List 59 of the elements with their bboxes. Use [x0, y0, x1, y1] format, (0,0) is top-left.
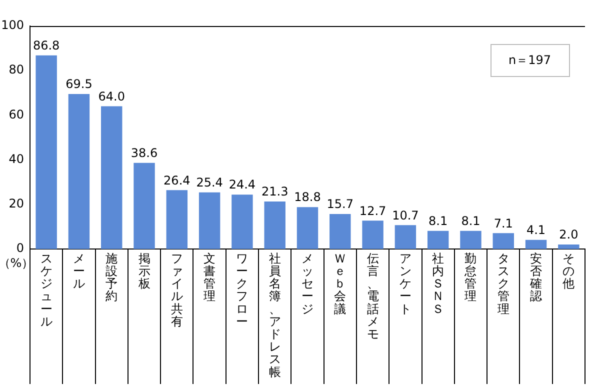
data-label: 64.0 — [98, 89, 125, 104]
data-label: 15.7 — [326, 197, 354, 212]
x-tick-label: 施設予約 — [106, 251, 118, 304]
x-tick-label: Ｗｅｂ会議 — [334, 251, 346, 316]
x-tick-label: その他 — [562, 251, 575, 291]
y-tick-label: 0 — [16, 241, 24, 256]
data-label: 69.5 — [66, 77, 92, 92]
bar — [68, 94, 90, 249]
category-label: 社員名簿、アドレス帳 — [268, 251, 281, 379]
annotation: n＝197 — [508, 53, 552, 68]
x-tick-label: 安否確認 — [529, 251, 542, 304]
bar — [525, 240, 547, 249]
bar — [558, 244, 580, 249]
bar — [264, 202, 286, 249]
data-label: 10.7 — [392, 208, 419, 222]
bar — [460, 230, 482, 249]
y-tick-label: 80 — [8, 62, 24, 77]
x-tick-label: ファイル共有 — [170, 251, 183, 328]
y-tick-label: 40 — [8, 152, 24, 166]
x-tick-label: 社内ＳＮＳ — [432, 251, 444, 316]
bar — [330, 214, 351, 249]
data-label: 12.7 — [359, 204, 386, 218]
bar — [166, 190, 188, 249]
bar — [101, 106, 122, 249]
data-label: 8.1 — [428, 214, 448, 228]
bar — [427, 230, 449, 249]
bar — [492, 233, 514, 249]
bar — [232, 194, 253, 249]
x-tick-label: ワークフロー — [236, 251, 248, 328]
data-label: 2.0 — [559, 228, 578, 242]
x-tick-label: メール — [72, 251, 85, 291]
bar — [362, 220, 384, 249]
x-tick-label: タスク管理 — [497, 251, 510, 316]
bar — [394, 225, 416, 249]
x-tick-label: 伝言、電話メモ — [366, 251, 379, 342]
y-tick-label: 20 — [8, 196, 24, 211]
y-axis-title: （%） — [0, 256, 34, 270]
data-label: 25.4 — [196, 175, 223, 190]
data-label: 38.6 — [130, 146, 158, 160]
bar — [134, 162, 155, 249]
x-tick-label: メッセージ — [302, 251, 314, 316]
x-tick-label: スケジュール — [40, 251, 52, 328]
data-label: 8.1 — [461, 214, 480, 228]
y-tick-label: 100 — [1, 18, 24, 32]
x-tick-label: 勤怠管理 — [464, 251, 477, 304]
x-tick-label: 掲示板 — [137, 251, 150, 291]
data-label: 4.1 — [526, 222, 546, 237]
data-label: 86.8 — [32, 38, 60, 53]
bar — [36, 55, 57, 249]
data-label: 24.4 — [228, 178, 256, 192]
data-label: 18.8 — [294, 190, 321, 204]
x-tick-label: 文書管理 — [204, 251, 216, 304]
data-label: 26.4 — [164, 173, 190, 188]
bar — [198, 192, 220, 249]
y-tick-label: 60 — [8, 107, 24, 122]
data-label: 21.3 — [261, 184, 288, 199]
data-label: 7.1 — [494, 216, 513, 230]
x-tick-label: アンケート — [399, 251, 412, 316]
bar — [296, 207, 318, 249]
